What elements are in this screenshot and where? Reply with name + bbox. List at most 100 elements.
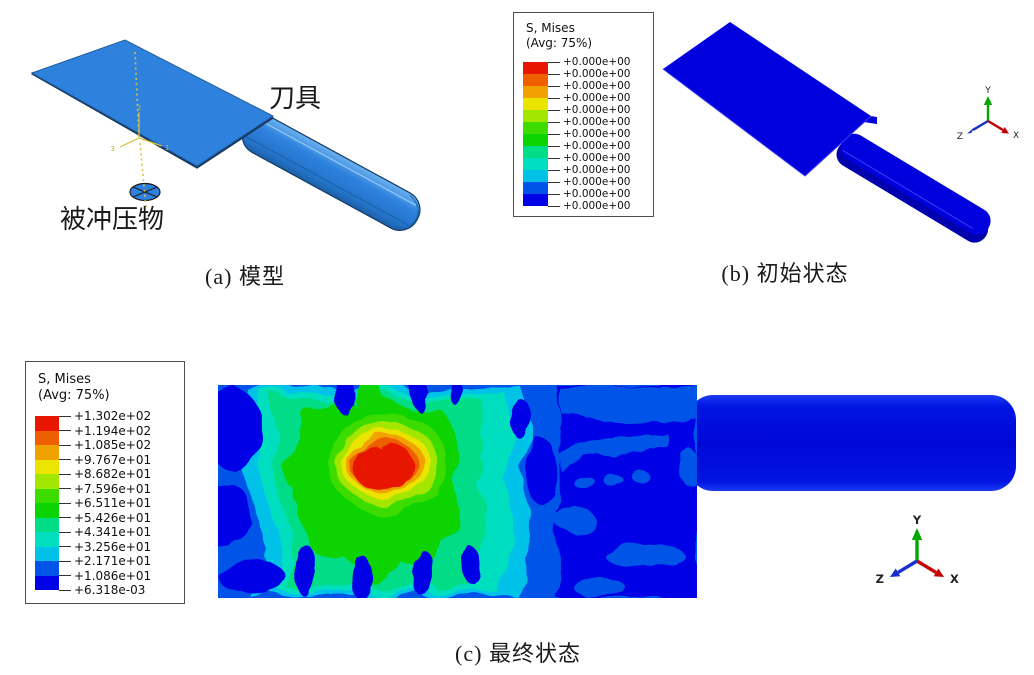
panel-c-contour: Y X Z <box>218 385 1016 598</box>
legend-value: +0.000e+00 <box>563 128 631 140</box>
legend-value-row: +3.256e+01 <box>59 540 151 555</box>
label-stamped-object: 被冲压物 <box>60 205 165 234</box>
legend-value: +1.085e+02 <box>74 438 152 453</box>
legend-tick <box>59 546 71 548</box>
legend-swatch <box>523 74 548 86</box>
caption-c: (c) 最终状态 <box>455 641 581 666</box>
legend-tick <box>548 133 560 135</box>
legend-swatch <box>523 122 548 134</box>
legend-value: +2.171e+01 <box>74 554 152 569</box>
legend-value-row: +1.194e+02 <box>59 424 151 439</box>
legend-value-row: +0.000e+00 <box>548 128 630 140</box>
triad-b-x-label: X <box>1013 131 1019 141</box>
triad-b-y-label: Y <box>984 86 991 96</box>
legend-value-row: +7.596e+01 <box>59 482 151 497</box>
legend-tick <box>548 145 560 147</box>
legend-value-row: +5.426e+01 <box>59 511 151 526</box>
legend-value: +0.000e+00 <box>563 92 631 104</box>
legend-value-row: +8.682e+01 <box>59 467 151 482</box>
legend-value-row: +1.086e+01 <box>59 569 151 584</box>
knife-blade <box>30 39 274 169</box>
legend-value: +0.000e+00 <box>563 116 631 128</box>
legend-title: S, Mises <box>526 21 575 35</box>
legend-tick <box>548 85 560 87</box>
csys-axis-3-label: 3 <box>111 145 115 153</box>
legend-value-row: +0.000e+00 <box>548 92 630 104</box>
knife-blade-b <box>663 22 871 176</box>
legend-tick <box>59 517 71 519</box>
legend-tick <box>548 169 560 171</box>
legend-swatch <box>523 170 548 182</box>
legend-value-row: +1.302e+02 <box>59 409 151 424</box>
triad-c-x-label: X <box>950 572 959 586</box>
caption-b: (b) 初始状态 <box>721 261 849 286</box>
legend-value-row: +0.000e+00 <box>548 68 630 80</box>
legend-value: +0.000e+00 <box>563 140 631 152</box>
csys-axis-2-label: 2 <box>137 104 141 112</box>
legend-tick <box>548 121 560 123</box>
legend-value: +0.000e+00 <box>563 104 631 116</box>
legend-swatch <box>35 488 59 504</box>
legend-value: +0.000e+00 <box>563 80 631 92</box>
legend-tick <box>548 193 560 195</box>
legend-value: +9.767e+01 <box>74 452 152 467</box>
legend-tick <box>59 531 71 533</box>
legend-tick <box>548 73 560 75</box>
legend-value: +7.596e+01 <box>74 481 152 496</box>
view-triad-b: Y X Z <box>957 86 1019 142</box>
legend-tick <box>548 97 560 99</box>
legend-swatch <box>35 517 59 533</box>
punch-axis-line <box>134 51 140 139</box>
legend-value-row: +9.767e+01 <box>59 453 151 468</box>
legend-swatch <box>523 146 548 158</box>
legend-tick <box>548 157 560 159</box>
legend-value-row: +2.171e+01 <box>59 554 151 569</box>
legend-swatch <box>35 546 59 562</box>
legend-values: +1.302e+02 +1.194e+02 +1.085e+02 +9.767e… <box>59 409 151 598</box>
legend-swatch <box>35 561 59 576</box>
legend-value: +6.511e+01 <box>74 496 152 511</box>
legend-swatch <box>523 182 548 194</box>
legend-swatch <box>523 98 548 110</box>
legend-value-row: +0.000e+00 <box>548 104 630 116</box>
legend-tick <box>548 181 560 183</box>
legend-tick <box>59 415 71 417</box>
legend-value: +0.000e+00 <box>563 176 631 188</box>
legend-value: +0.000e+00 <box>563 152 631 164</box>
legend-title: S, Mises <box>38 372 91 387</box>
legend-initial-state: S, Mises (Avg: 75%) +0.000e+00 +0.000e+0… <box>513 12 654 217</box>
view-triad-c: Y X Z <box>876 513 959 586</box>
legend-value-row: +1.085e+02 <box>59 438 151 453</box>
legend-value-row: +0.000e+00 <box>548 188 630 200</box>
legend-subtitle: (Avg: 75%) <box>526 36 593 50</box>
legend-value-row: +0.000e+00 <box>548 164 630 176</box>
legend-value: +5.426e+01 <box>74 510 152 525</box>
punch-axis-line-lower <box>139 142 147 209</box>
legend-tick <box>59 488 71 490</box>
legend-swatch <box>35 503 59 518</box>
legend-tick <box>548 109 560 111</box>
legend-value-row: +0.000e+00 <box>548 152 630 164</box>
legend-swatch <box>35 416 59 431</box>
legend-tick <box>59 473 71 475</box>
blade-spine-step <box>843 112 877 124</box>
legend-values: +0.000e+00 +0.000e+00 +0.000e+00 +0.000e… <box>548 56 630 212</box>
handle-c <box>688 395 1016 491</box>
csys-axis-1-label: 1 <box>165 144 169 152</box>
legend-value: +0.000e+00 <box>563 200 631 212</box>
triad-c-z-label: Z <box>876 572 884 586</box>
legend-value-row: +6.511e+01 <box>59 496 151 511</box>
legend-value: +4.341e+01 <box>74 525 152 540</box>
legend-value-row: +0.000e+00 <box>548 80 630 92</box>
legend-tick <box>548 205 560 207</box>
legend-value-row: +0.000e+00 <box>548 200 630 212</box>
legend-value: +0.000e+00 <box>563 56 631 68</box>
legend-value: +0.000e+00 <box>563 164 631 176</box>
legend-value: +3.256e+01 <box>74 539 152 554</box>
legend-swatch <box>523 86 548 98</box>
legend-swatch <box>35 459 59 475</box>
legend-final-state: S, Mises (Avg: 75%) +1.302e+02 +1.194e+0… <box>25 361 185 604</box>
legend-value-row: +0.000e+00 <box>548 56 630 68</box>
